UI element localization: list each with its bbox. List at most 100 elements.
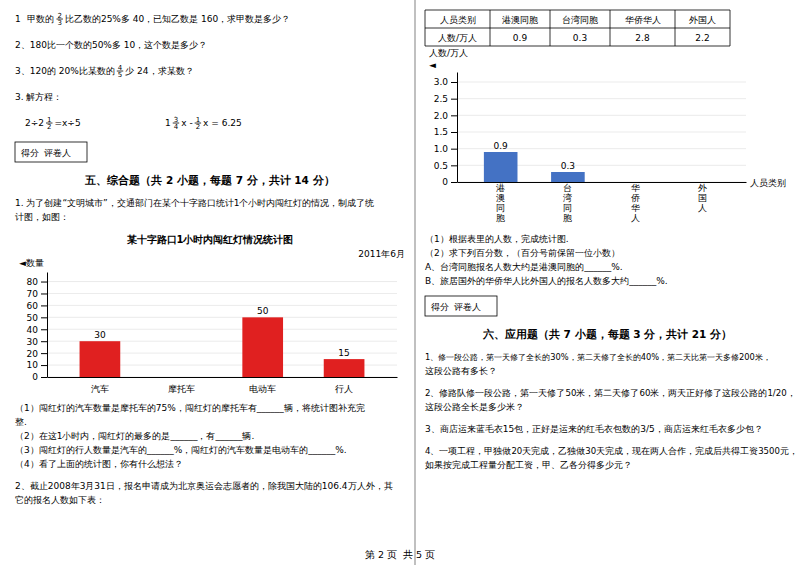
y-tick-label: 40 <box>27 325 39 335</box>
text-line: （4）看了上面的统计图，你有什么想法？ <box>15 459 183 469</box>
y-tick: 70 <box>27 289 47 299</box>
x-axis-label: 人员类别 <box>750 178 786 188</box>
plot: 00.51.01.52.02.53.0港澳同胞台湾同胞华侨华人外国人0.90.3… <box>429 48 786 223</box>
bar <box>80 341 121 377</box>
table-rule <box>730 10 731 46</box>
data-label: 15 <box>338 348 349 358</box>
text-line: 4、一项工程，甲独做20天完成，乙独做30天完成，现在两人合作，完成后共得工资3… <box>425 446 798 456</box>
grid-line <box>457 98 746 99</box>
y-tick-mark <box>41 365 47 366</box>
y-tick-mark <box>41 329 47 330</box>
text-line: 这段公路全长是多少米？ <box>425 402 524 412</box>
text: x - <box>181 118 192 128</box>
text-line: A、台湾同胞报名人数大约是港澳同胞的______%. <box>425 262 623 272</box>
y-tick-label: 1.0 <box>434 144 449 154</box>
section-heading: 六、应用题（共 7 小题，每题 3 分，共计 21 分） <box>482 328 732 341</box>
footer: 第 2 页 共 5 页 <box>365 549 435 560</box>
text-line: 计图，如图： <box>15 212 69 222</box>
text: 这段公路有多长？ <box>425 366 497 376</box>
text: 它的报名人数如下表： <box>15 495 105 505</box>
table-rule <box>425 10 426 46</box>
text: 少 24，求某数？ <box>125 66 193 76</box>
grid-line <box>47 293 397 294</box>
text: B、旅居国外的华侨华人比外国人的报名人数多大约______%. <box>425 276 668 286</box>
chart-subtitle: 2011年6月 <box>358 249 405 259</box>
y-tick-mark <box>451 82 457 83</box>
y-tick-label: 60 <box>27 301 39 311</box>
y-tick-label: 20 <box>27 349 39 359</box>
fraction-bar <box>173 123 179 124</box>
x-tick-label: 行人 <box>335 384 353 394</box>
y-tick: 10 <box>27 360 47 370</box>
y-tick-mark <box>41 377 47 378</box>
text: 这段公路全长是多少米？ <box>425 402 524 412</box>
text: 3、120的 20%比某数的 <box>15 66 115 76</box>
y-tick-mark <box>451 99 457 100</box>
text: 1 <box>15 14 26 24</box>
y-tick-mark <box>451 149 457 150</box>
y-tick: 2.5 <box>434 94 457 104</box>
data-label: 50 <box>257 306 269 316</box>
y-tick-mark <box>41 353 47 354</box>
bars <box>80 317 365 377</box>
x-tick-label-char: 国 <box>698 193 707 203</box>
text: 4、一项工程，甲独做20天完成，乙独做30天完成，现在两人合作，完成后共得工资3… <box>425 446 798 456</box>
x-tick: 港澳同胞 <box>496 183 505 223</box>
table-cell: 2.8 <box>635 33 650 43</box>
text-line: 3、120的 20%比某数的45少 24，求某数？ <box>15 63 194 80</box>
text-line: 这段公路有多长？ <box>425 366 497 376</box>
y-tick-label: 50 <box>27 313 39 323</box>
x-tick-label: 摩托车 <box>168 384 195 394</box>
text-line: （2）求下列百分数，（百分号前保留一位小数） <box>425 248 620 258</box>
y-tick-label: 10 <box>27 360 39 370</box>
grid-line <box>457 132 746 133</box>
x-tick-label-char: 港 <box>496 183 505 193</box>
table-rule <box>550 10 551 46</box>
x-tick-label: 港澳同胞 <box>496 183 505 223</box>
text: （1）闯红灯的汽车数量是摩托车的75%，闯红灯的摩托车有______辆，将统计图… <box>15 403 365 413</box>
fraction-bar <box>117 71 123 72</box>
text: x = 6.25 <box>203 118 242 128</box>
y-tick: 50 <box>27 313 47 323</box>
text-line: 1. 为了创建“文明城市”，交通部门在某个十字路口统计1个小时内闯红灯的情况，制… <box>15 198 375 208</box>
x-tick-label: 汽车 <box>91 384 109 394</box>
text-line: （1）根据表里的人数，完成统计图. <box>425 234 569 244</box>
text: （2）求下列百分数，（百分号前保留一位小数） <box>425 248 620 258</box>
fraction-denominator: 3 <box>57 18 61 27</box>
section-heading: 五、综合题（共 2 小题，每题 7 分，共计 14 分） <box>84 174 334 187</box>
x-axis: 汽车 摩托车 电动车 行人 <box>48 378 398 395</box>
text: 1、修一段公路，第一天修了全长的30%，第二天修了全长的40%，第二天比第一天多… <box>425 352 771 362</box>
table-cell: 0.9 <box>513 33 528 43</box>
fraction-denominator: 2 <box>47 122 51 131</box>
text-line: 2、修路队修一段公路，第一天修了50米，第二天修了60米，两天正好修了这段公路的… <box>425 388 796 398</box>
x-tick-label-char: 同 <box>563 203 572 213</box>
x-tick-label-char: 台 <box>563 183 572 193</box>
text: （4）看了上面的统计图，你有什么想法？ <box>15 459 183 469</box>
text-line: 2÷212=x÷5 <box>25 115 81 132</box>
text: （2）在这1小时内，闯红灯的最多的是______，有______辆. <box>15 431 254 441</box>
text: =x÷5 <box>54 118 80 128</box>
table-header: 台湾同胞 <box>562 15 598 25</box>
fraction-denominator: 4 <box>174 122 179 131</box>
text: 1. 为了创建“文明城市”，交通部门在某个十字路口统计1个小时内闯红灯的情况，制… <box>15 198 375 208</box>
x-tick: 华侨华人 <box>631 183 640 223</box>
fraction-bar <box>195 123 201 124</box>
table-header: 华侨华人 <box>625 15 661 25</box>
table-cell: 2.2 <box>695 33 709 43</box>
y-axis: 00.51.01.52.02.53.0 <box>434 73 458 188</box>
y-tick: 0.5 <box>434 161 457 171</box>
text-column: （1）闯红灯的汽车数量是摩托车的75%，闯红灯的摩托车有______辆，将统计图… <box>15 403 393 505</box>
y-tick-label: 70 <box>27 289 39 299</box>
y-tick-mark <box>41 341 47 342</box>
y-axis-line <box>47 273 48 378</box>
x-tick: 电动车 <box>249 384 276 394</box>
chart-title: 某十字路口1小时内闯红灯情况统计图 <box>126 234 294 245</box>
y-axis-label: ◄数量 <box>19 258 44 268</box>
bars <box>484 152 585 182</box>
table-header: 港澳同胞 <box>502 15 538 25</box>
y-tick-label: 80 <box>27 277 39 287</box>
x-axis-line <box>48 377 398 378</box>
table: 人员类别港澳同胞台湾同胞华侨华人外国人人数/万人0.90.32.82.2 <box>425 10 730 46</box>
text: 2、修路队修一段公路，第一天修了50米，第二天修了60米，两天正好修了这段公路的… <box>425 388 796 398</box>
y-tick-mark <box>41 282 47 283</box>
